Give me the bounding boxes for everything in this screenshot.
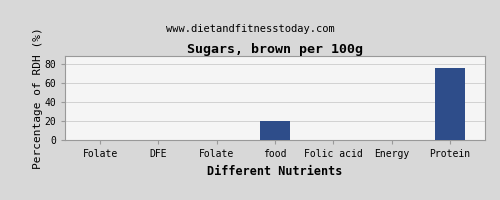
Bar [260, 121, 290, 140]
X-axis label: Different Nutrients: Different Nutrients [208, 165, 342, 178]
Text: www.dietandfitnesstoday.com: www.dietandfitnesstoday.com [166, 24, 334, 34]
Y-axis label: Percentage of RDH (%): Percentage of RDH (%) [33, 27, 43, 169]
Title: Sugars, brown per 100g: Sugars, brown per 100g [187, 43, 363, 56]
Bar [436, 68, 464, 140]
